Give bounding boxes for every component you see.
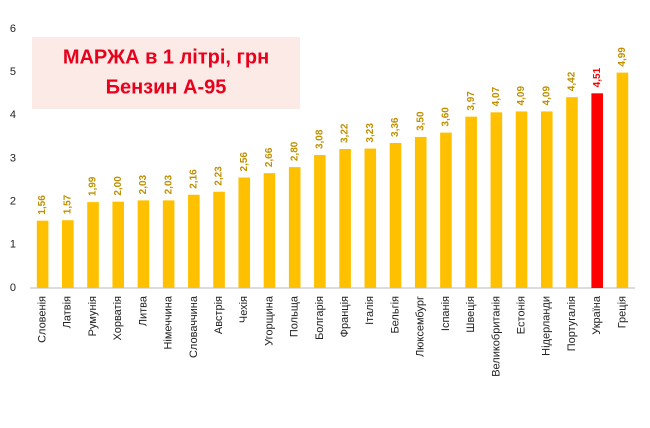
x-tick-label: Естонія [515,296,527,334]
chart-title: МАРЖА в 1 літрі, грн [63,46,269,68]
bar [566,97,578,288]
x-tick-label: Іспанія [440,296,452,331]
value-label: 3,60 [441,107,452,127]
y-tick-label: 3 [10,152,16,164]
bar [440,132,452,288]
x-tick-label: Німеччина [163,295,175,349]
value-label: 4,09 [541,86,552,106]
bar [162,200,175,288]
value-label: 4,51 [592,67,603,87]
value-label: 1,56 [37,195,48,215]
x-tick-label: Латвія [62,296,74,328]
bar [414,136,427,288]
x-tick-label: Греція [616,296,628,328]
x-tick-label: Словенія [37,296,49,343]
value-label: 2,03 [163,174,174,194]
x-tick-label: Швеція [465,296,477,333]
value-label: 3,23 [365,123,376,143]
value-label: 2,66 [264,147,275,167]
bar [288,167,301,288]
x-tick-label: Нідерланди [541,296,553,356]
y-tick-label: 0 [10,282,16,294]
y-tick-label: 4 [10,109,16,121]
bar [188,194,200,288]
value-label: 3,36 [390,117,401,137]
x-tick-label: Великобританія [490,296,502,377]
y-tick-label: 1 [10,239,16,251]
bar [112,201,125,288]
bar [238,177,251,288]
bar [490,112,503,288]
x-tick-label: Португалія [566,296,578,351]
y-tick-label: 5 [10,66,16,78]
x-tick-label: Угорщина [263,295,275,346]
x-tick-label: Бельгія [389,296,401,334]
value-label: 2,00 [113,176,124,196]
value-label: 4,99 [617,47,628,67]
x-tick-label: Люксембург [415,296,427,357]
bar [389,142,402,288]
value-label: 2,80 [289,141,300,161]
value-label: 2,56 [239,152,250,172]
x-tick-label: Україна [591,295,603,335]
y-tick-label: 6 [10,23,16,35]
x-tick-label: Литва [137,295,149,326]
value-label: 3,97 [466,91,477,111]
bar [314,155,326,288]
value-label: 3,50 [415,111,426,131]
bar [137,200,150,288]
x-tick-label: Болгарія [314,296,326,340]
bar [364,148,377,288]
bar [339,149,351,288]
title-box [32,37,300,109]
x-tick-label: Австрія [213,296,225,334]
x-tick-label: Словаччина [188,295,200,358]
x-tick-label: Франція [339,296,351,337]
bar [36,220,49,288]
x-tick-label: Румунія [87,296,99,336]
value-label: 2,16 [188,169,199,189]
x-tick-label: Італія [364,296,376,325]
x-tick-label: Польща [289,295,301,337]
value-label: 1,57 [62,194,73,214]
bar [515,111,528,288]
value-label: 4,07 [491,86,502,106]
value-label: 3,22 [340,123,351,143]
y-tick-label: 2 [10,196,16,208]
bar [213,191,225,288]
bar [263,173,276,288]
bar [62,220,74,288]
value-label: 2,03 [138,174,149,194]
value-label: 2,23 [214,166,225,186]
bar [87,202,99,288]
bar [616,72,629,289]
x-tick-label: Хорватія [112,296,124,341]
chart-subtitle: Бензин А-95 [106,76,227,98]
bar [591,93,603,289]
value-label: 4,09 [516,86,527,106]
value-label: 1,99 [88,176,99,196]
bar [465,116,477,289]
x-tick-label: Чехія [238,296,250,323]
value-label: 4,42 [567,71,578,91]
bar [540,111,553,288]
value-label: 3,08 [315,129,326,149]
